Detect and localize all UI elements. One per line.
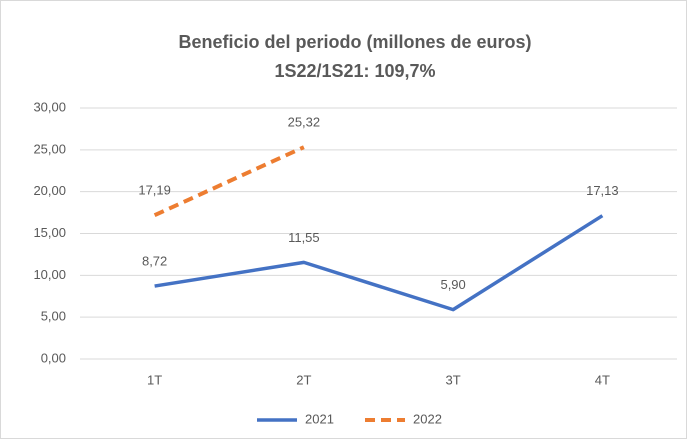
x-tick-label: 2T: [296, 372, 311, 387]
legend-label: 2022: [413, 411, 442, 426]
y-tick-label: 20,00: [33, 183, 66, 198]
x-tick-label: 3T: [446, 372, 461, 387]
y-tick-label: 25,00: [33, 141, 66, 156]
x-tick-label: 4T: [595, 372, 610, 387]
data-label: 25,32: [288, 115, 321, 130]
chart-subtitle: 1S22/1S21: 109,7%: [274, 61, 435, 81]
data-label: 5,90: [440, 277, 465, 292]
y-tick-label: 30,00: [33, 99, 66, 114]
data-label: 11,55: [288, 230, 320, 245]
series-line: [154, 214, 604, 312]
y-tick-label: 10,00: [33, 267, 66, 282]
y-tick-label: 5,00: [41, 309, 66, 324]
legend-label: 2021: [305, 411, 334, 426]
series-line: [153, 145, 305, 217]
data-label: 17,19: [138, 183, 171, 198]
y-tick-label: 0,00: [41, 350, 66, 365]
y-tick-label: 15,00: [33, 225, 66, 240]
data-label: 17,13: [586, 183, 619, 198]
chart-title: Beneficio del periodo (millones de euros…: [178, 32, 531, 52]
x-tick-label: 1T: [147, 372, 162, 387]
data-label: 8,72: [142, 253, 167, 268]
